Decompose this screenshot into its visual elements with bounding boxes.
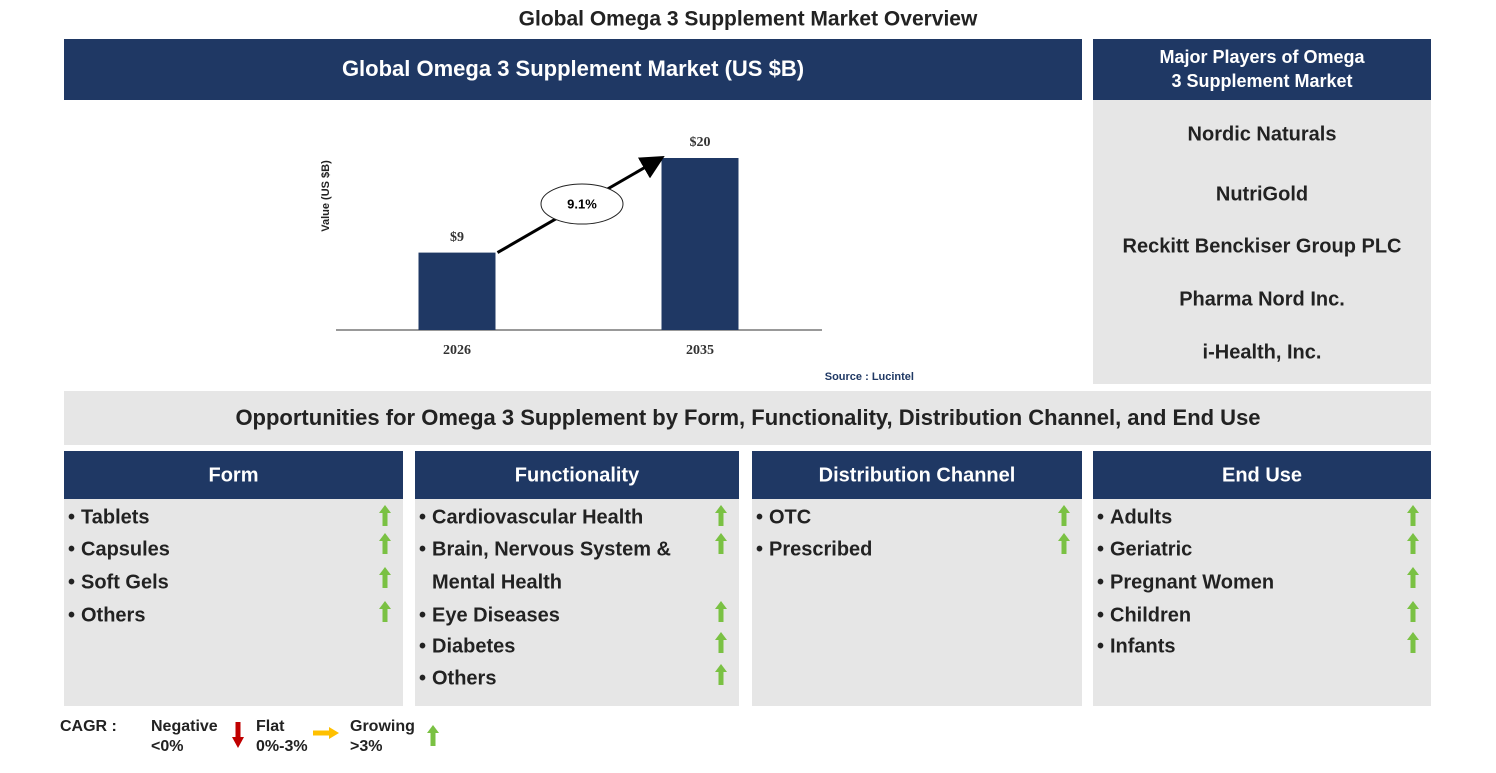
item-label: Tablets bbox=[81, 506, 150, 528]
growing-arrow bbox=[1407, 567, 1419, 588]
growing-arrow bbox=[379, 601, 391, 622]
item-label: Mental Health bbox=[432, 571, 562, 593]
player-name: Nordic Naturals bbox=[1188, 123, 1337, 145]
bullet: • bbox=[1097, 635, 1104, 657]
bullet: • bbox=[68, 506, 75, 528]
growing-arrow bbox=[1407, 632, 1419, 653]
growing-arrow bbox=[379, 567, 391, 588]
bullet: • bbox=[756, 506, 763, 528]
legend-range: <0% bbox=[151, 738, 183, 755]
growing-arrow bbox=[379, 505, 391, 526]
item-label: Infants bbox=[1110, 635, 1176, 657]
column-title: Functionality bbox=[515, 464, 640, 486]
bullet: • bbox=[419, 538, 426, 560]
y-axis-label: Value (US $B) bbox=[320, 160, 332, 232]
bullet: • bbox=[68, 538, 75, 560]
cagr-label: 9.1% bbox=[567, 196, 597, 211]
opportunities-bar bbox=[64, 391, 1431, 445]
opportunities-title: Opportunities for Omega 3 Supplement by … bbox=[235, 405, 1260, 430]
x-tick-label: 2035 bbox=[686, 343, 714, 358]
x-tick-label: 2026 bbox=[443, 343, 471, 358]
bullet: • bbox=[419, 635, 426, 657]
column-body bbox=[415, 499, 739, 706]
column-header bbox=[752, 451, 1082, 499]
value-label: $9 bbox=[450, 230, 464, 245]
item-label: Cardiovascular Health bbox=[432, 506, 643, 528]
players-title: Major Players of Omega 3 Supplement Marke… bbox=[1159, 47, 1365, 91]
value-label: $20 bbox=[690, 135, 711, 150]
item-label: Pregnant Women bbox=[1110, 571, 1274, 593]
legend-label: Growing bbox=[350, 718, 415, 735]
growing-arrow bbox=[715, 505, 727, 526]
growing-arrow bbox=[1058, 505, 1070, 526]
growing-arrow bbox=[379, 533, 391, 554]
player-name: Pharma Nord Inc. bbox=[1179, 288, 1345, 310]
item-label: Prescribed bbox=[769, 538, 872, 560]
column-title: Distribution Channel bbox=[819, 464, 1016, 486]
item-label: Brain, Nervous System & bbox=[432, 538, 671, 560]
legend-range: 0%-3% bbox=[256, 738, 308, 755]
bullet: • bbox=[68, 571, 75, 593]
column-body bbox=[752, 499, 1082, 706]
item-label: Geriatric bbox=[1110, 538, 1192, 560]
bullet: • bbox=[419, 506, 426, 528]
player-name: Reckitt Benckiser Group PLC bbox=[1123, 235, 1402, 257]
column-header bbox=[64, 451, 403, 499]
column-header bbox=[1093, 451, 1431, 499]
source: Source : Lucintel bbox=[825, 371, 914, 383]
bar bbox=[418, 252, 496, 330]
column-body bbox=[1093, 499, 1431, 706]
cagr-bubble bbox=[540, 183, 624, 225]
item-label: Soft Gels bbox=[81, 571, 169, 593]
column-body bbox=[64, 499, 403, 706]
growing-arrow bbox=[715, 632, 727, 653]
bullet: • bbox=[1097, 604, 1104, 626]
chart-title: Global Omega 3 Supplement Market (US $B) bbox=[342, 56, 804, 81]
growing-arrow bbox=[427, 725, 439, 746]
bullet: • bbox=[1097, 506, 1104, 528]
players-body bbox=[1093, 100, 1431, 384]
item-label: Eye Diseases bbox=[432, 604, 560, 626]
player-name: i-Health, Inc. bbox=[1203, 341, 1322, 363]
item-label: Others bbox=[432, 667, 496, 689]
bullet: • bbox=[68, 604, 75, 626]
bar bbox=[661, 158, 739, 330]
player-name: NutriGold bbox=[1216, 183, 1308, 205]
negative-arrow bbox=[232, 722, 244, 748]
item-label: Children bbox=[1110, 604, 1191, 626]
growing-arrow bbox=[1058, 533, 1070, 554]
item-label: Others bbox=[81, 604, 145, 626]
flat-arrow bbox=[313, 727, 339, 739]
legend-title: CAGR : bbox=[60, 718, 117, 735]
item-label: OTC bbox=[769, 506, 811, 528]
bullet: • bbox=[1097, 571, 1104, 593]
growing-arrow bbox=[1407, 601, 1419, 622]
legend-label: Flat bbox=[256, 718, 285, 735]
legend-label: Negative bbox=[151, 718, 218, 735]
column-title: Form bbox=[209, 464, 259, 486]
item-label: Capsules bbox=[81, 538, 170, 560]
column-header bbox=[415, 451, 739, 499]
legend-range: >3% bbox=[350, 738, 382, 755]
bullet: • bbox=[1097, 538, 1104, 560]
bullet: • bbox=[419, 667, 426, 689]
chart-header bbox=[64, 39, 1082, 100]
growing-arrow bbox=[715, 601, 727, 622]
item-label: Diabetes bbox=[432, 635, 515, 657]
growing-arrow bbox=[1407, 505, 1419, 526]
item-label: Adults bbox=[1110, 506, 1172, 528]
growing-arrow bbox=[715, 664, 727, 685]
bullet: • bbox=[419, 604, 426, 626]
growing-arrow bbox=[715, 533, 727, 554]
page-title: Global Omega 3 Supplement Market Overvie… bbox=[519, 8, 978, 31]
column-title: End Use bbox=[1222, 464, 1302, 486]
players-header bbox=[1093, 39, 1431, 100]
bullet: • bbox=[756, 538, 763, 560]
growing-arrow bbox=[1407, 533, 1419, 554]
